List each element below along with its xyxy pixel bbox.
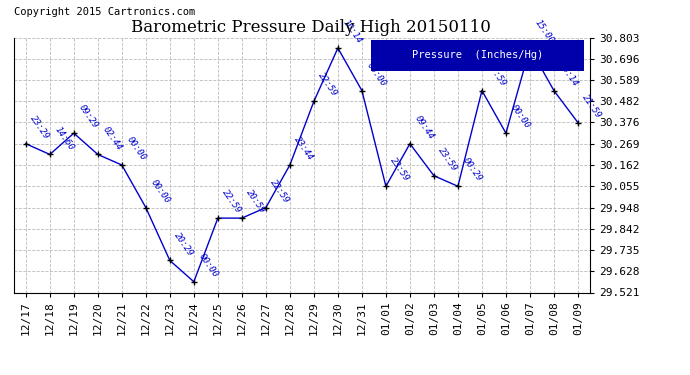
Text: 14:60: 14:60 xyxy=(52,124,75,152)
Text: 02:44: 02:44 xyxy=(101,124,124,152)
Text: 00:00: 00:00 xyxy=(509,103,531,130)
Text: 15:00: 15:00 xyxy=(533,18,555,45)
Text: 09:29: 09:29 xyxy=(77,103,99,130)
Text: 23:59: 23:59 xyxy=(388,156,411,183)
Text: 23:59: 23:59 xyxy=(437,146,460,173)
Text: 07:59: 07:59 xyxy=(484,61,507,88)
Text: 00:00: 00:00 xyxy=(125,135,148,162)
Text: 00:00: 00:00 xyxy=(365,61,388,88)
Text: Copyright 2015 Cartronics.com: Copyright 2015 Cartronics.com xyxy=(14,7,195,17)
Text: 23:29: 23:29 xyxy=(28,114,51,141)
Text: 20:29: 20:29 xyxy=(172,231,195,258)
Text: 22:59: 22:59 xyxy=(268,178,291,205)
Text: 00:29: 00:29 xyxy=(461,156,484,183)
Text: 20:59: 20:59 xyxy=(245,188,268,215)
Text: Barometric Pressure Daily High 20150110: Barometric Pressure Daily High 20150110 xyxy=(130,19,491,36)
Text: 09:44: 09:44 xyxy=(413,114,435,141)
Text: 00:00: 00:00 xyxy=(148,178,171,205)
Text: 10:14: 10:14 xyxy=(341,18,364,45)
Text: 22:59: 22:59 xyxy=(317,71,339,99)
Text: 23:44: 23:44 xyxy=(293,135,315,162)
Text: 21:59: 21:59 xyxy=(581,93,604,120)
FancyBboxPatch shape xyxy=(371,40,584,70)
Text: 22:59: 22:59 xyxy=(221,188,244,215)
Text: 00:00: 00:00 xyxy=(197,252,219,279)
Text: Pressure  (Inches/Hg): Pressure (Inches/Hg) xyxy=(412,50,543,60)
Text: 00:14: 00:14 xyxy=(557,61,580,88)
